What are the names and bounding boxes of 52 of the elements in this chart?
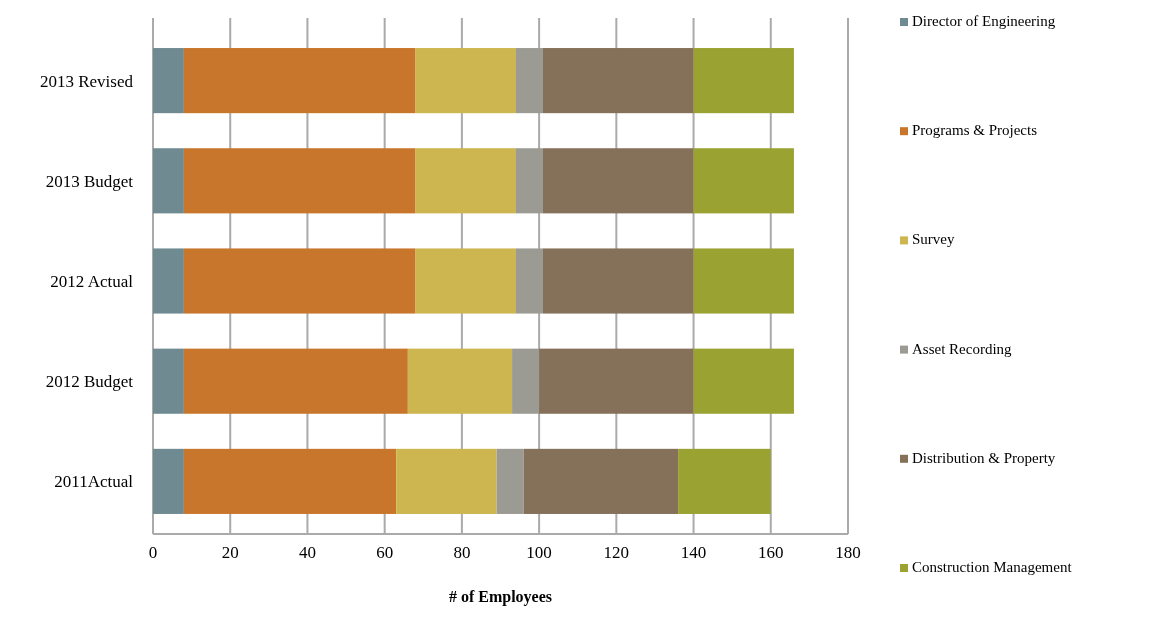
bar: [523, 448, 679, 514]
bar: [153, 148, 184, 214]
bar: [153, 48, 184, 114]
x-tick-label: 20: [221, 543, 239, 562]
x-tick-label: 100: [526, 543, 552, 562]
bar: [515, 148, 543, 214]
legend-label: Asset Recording: [912, 340, 1013, 357]
x-tick-label: 40: [298, 543, 316, 562]
bar: [542, 248, 694, 314]
x-tick-label: 160: [758, 543, 784, 562]
legend-label: Distribution & Property: [912, 449, 1056, 466]
bar: [512, 348, 540, 414]
bar: [678, 448, 771, 514]
bar: [396, 448, 497, 514]
bar: [415, 248, 516, 314]
y-tick-label: 2012 Actual: [50, 272, 134, 291]
x-tick-label: 80: [453, 543, 471, 562]
bar: [183, 148, 416, 214]
y-tick-label: 2011Actual: [54, 472, 134, 492]
bar: [496, 448, 524, 514]
y-tick-label: 2012 Budget: [45, 372, 134, 392]
x-tick-label: 140: [680, 543, 707, 562]
x-tick-label: 120: [603, 543, 630, 562]
bar: [542, 148, 694, 214]
bar: [183, 48, 416, 114]
bar: [153, 348, 184, 414]
bar: [515, 248, 543, 314]
x-tick-label: 0: [148, 543, 158, 562]
bar: [693, 148, 794, 214]
bar: [153, 448, 184, 514]
x-tick-label: 180: [835, 543, 861, 562]
y-tick-label: 2013 Budget: [45, 171, 134, 191]
bar: [539, 348, 694, 414]
legend-label: Director of Engineering: [912, 13, 1056, 29]
bar: [153, 248, 184, 314]
bar: [515, 48, 543, 114]
y-tick-label: 2013 Revised: [39, 71, 134, 91]
x-tick-label: 60: [376, 543, 394, 562]
legend-label: Construction Management: [912, 559, 1073, 575]
legend-label: Survey: [912, 231, 955, 248]
bar: [183, 348, 408, 414]
bar: [542, 48, 694, 114]
bar: [693, 348, 794, 414]
bar: [183, 248, 416, 314]
legend-label: Programs & Projects: [912, 122, 1038, 139]
bar: [693, 248, 794, 314]
bar: [415, 48, 516, 114]
bar: [407, 348, 513, 414]
bar: [693, 48, 794, 114]
bar: [415, 148, 516, 214]
bar: [183, 448, 397, 514]
x-axis-title: # of Employees: [448, 588, 553, 606]
